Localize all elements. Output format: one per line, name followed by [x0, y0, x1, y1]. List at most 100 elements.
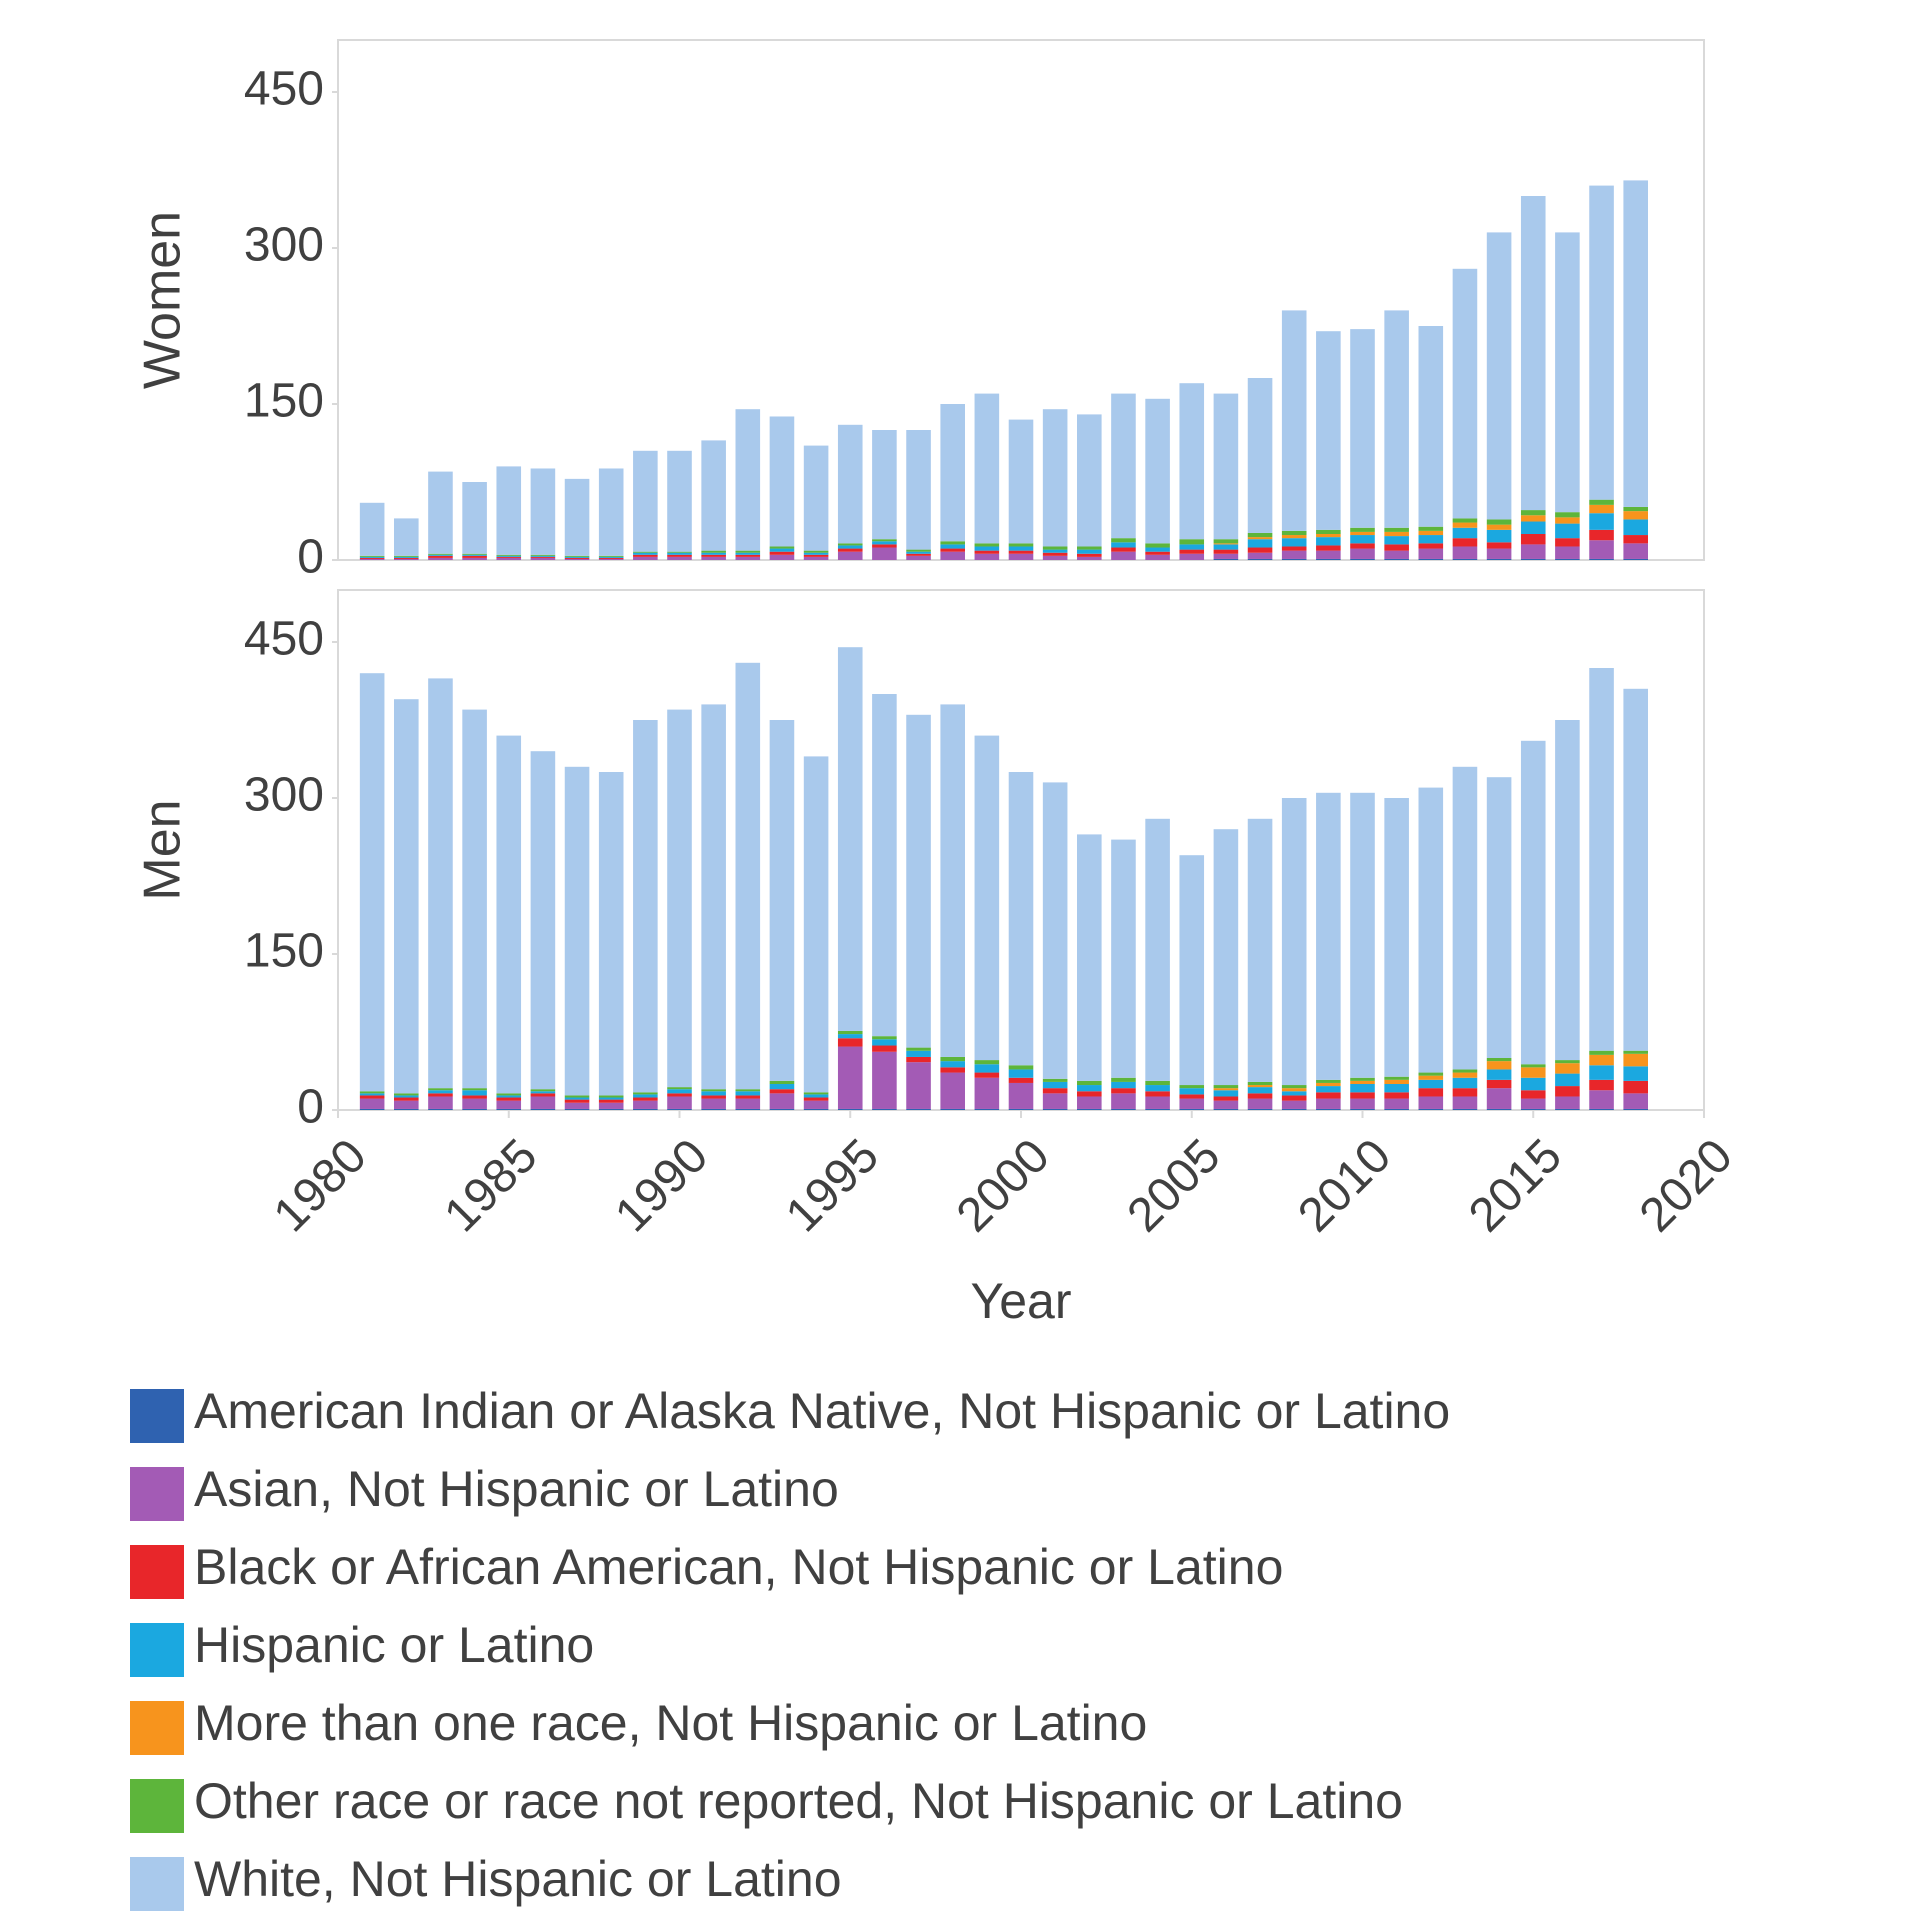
bar-segment	[803, 552, 829, 555]
bar-segment	[462, 1090, 487, 1096]
bar-segment	[359, 673, 385, 1092]
bar-segment	[1452, 766, 1478, 1070]
y-axis-label: Men	[134, 799, 192, 900]
legend-swatch	[130, 1623, 184, 1677]
bar-segment	[1555, 1063, 1580, 1074]
bar-segment	[701, 1089, 726, 1092]
bar-segment	[1555, 1060, 1580, 1064]
y-tick-label: 0	[297, 1081, 324, 1134]
bar-segment	[1077, 1091, 1102, 1097]
bar-segment	[530, 557, 556, 560]
bar-segment	[872, 1039, 897, 1046]
bar-segment	[940, 548, 965, 552]
bar-segment	[940, 404, 965, 542]
bar-segment	[1520, 1077, 1546, 1091]
bar-segment	[1179, 544, 1205, 550]
bar-segment	[1247, 539, 1273, 548]
bar-segment	[1042, 1088, 1068, 1094]
bar-segment	[667, 450, 692, 552]
bar-segment	[633, 556, 658, 560]
bar-segment	[496, 555, 522, 557]
bar-segment	[974, 1108, 1000, 1110]
bar-segment	[1350, 329, 1375, 528]
bar-segment	[974, 550, 1000, 554]
bar-segment	[428, 1090, 453, 1094]
bar-segment	[1008, 553, 1034, 560]
bar-segment	[1281, 546, 1307, 551]
bar-segment	[1418, 530, 1444, 536]
bar-segment	[974, 1072, 1000, 1078]
bar-segment	[564, 1102, 590, 1109]
bar-segment	[1281, 1085, 1307, 1089]
bar-segment	[1111, 1088, 1136, 1094]
bar-segment	[1316, 1108, 1341, 1110]
bar-segment	[837, 548, 863, 552]
bar-segment	[530, 1091, 556, 1094]
bar-segment	[837, 424, 863, 544]
bar-segment	[1452, 518, 1478, 523]
bar-segment	[974, 553, 1000, 560]
bar-segment	[1623, 558, 1648, 560]
bar-segment	[1008, 543, 1034, 547]
bar-segment	[906, 430, 931, 550]
bar-segment	[394, 1093, 419, 1096]
bar-segment	[1247, 1081, 1273, 1086]
bar-segment	[1589, 668, 1614, 1051]
y-tick-label: 450	[244, 613, 324, 666]
x-tick-label: 1980	[264, 1129, 377, 1242]
bar-segment	[1281, 310, 1307, 531]
bar-segment	[1213, 393, 1239, 540]
bar-segment	[1111, 1093, 1136, 1109]
bar-segment	[1213, 1085, 1239, 1089]
bar-segment	[1623, 1108, 1648, 1110]
bar-segment	[428, 1093, 453, 1097]
bar-segment	[837, 551, 863, 560]
bar-segment	[1077, 553, 1102, 557]
bar-segment	[428, 1108, 453, 1110]
bar-segment	[837, 1108, 863, 1110]
y-tick-label: 0	[297, 531, 324, 584]
bar-segment	[1486, 232, 1512, 520]
bar-segment	[667, 1087, 692, 1090]
bar-segment	[633, 1094, 658, 1098]
bar-segment	[633, 1092, 658, 1095]
bar-segment	[1213, 829, 1239, 1086]
bar-segment	[530, 1096, 556, 1109]
bar-segment	[564, 1108, 590, 1110]
bar-segment	[1589, 1090, 1614, 1109]
bar-segment	[564, 556, 590, 558]
bar-segment	[735, 1091, 761, 1096]
bar-segment	[1145, 1108, 1170, 1110]
bar-segment	[394, 699, 419, 1094]
bar-segment	[1316, 1092, 1341, 1099]
bar-segment	[1452, 546, 1478, 559]
bar-segment	[564, 1097, 590, 1100]
bar-segment	[359, 556, 385, 558]
bar-segment	[1350, 1108, 1375, 1110]
bar-segment	[598, 1102, 624, 1109]
bar-segment	[769, 1084, 795, 1090]
bar-segment	[1555, 558, 1580, 560]
bar-segment	[701, 550, 726, 553]
bar-segment	[1418, 558, 1444, 560]
bar-segment	[1111, 538, 1136, 543]
bar-segment	[872, 539, 897, 542]
bar-segment	[1486, 558, 1512, 560]
bar-segment	[872, 1045, 897, 1052]
bar-segment	[1555, 1073, 1580, 1087]
bar-segment	[701, 1098, 726, 1109]
bar-segment	[1247, 552, 1273, 559]
bar-segment	[394, 1095, 419, 1098]
bar-segment	[974, 1060, 1000, 1065]
bar-segment	[1111, 551, 1136, 560]
legend-swatch	[130, 1857, 184, 1911]
bar-segment	[1520, 544, 1546, 559]
bar-segment	[769, 554, 795, 560]
bar-segment	[1145, 1091, 1170, 1097]
x-tick-label: 2020	[1630, 1129, 1743, 1242]
bar-segment	[496, 1097, 522, 1101]
bar-segment	[974, 543, 1000, 547]
bar-segment	[1042, 409, 1068, 547]
bar-segment	[1316, 792, 1341, 1080]
bar-segment	[1589, 1054, 1614, 1066]
